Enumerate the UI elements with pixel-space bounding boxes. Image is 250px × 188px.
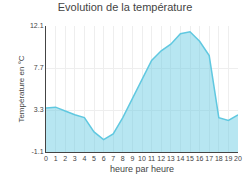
svg-text:7: 7 — [111, 155, 115, 162]
svg-text:0: 0 — [44, 155, 48, 162]
svg-text:13: 13 — [167, 155, 175, 162]
svg-text:1: 1 — [54, 155, 58, 162]
svg-text:heure par heure: heure par heure — [110, 164, 174, 174]
svg-text:3: 3 — [73, 155, 77, 162]
svg-text:3.3: 3.3 — [34, 106, 44, 113]
svg-text:2: 2 — [63, 155, 67, 162]
svg-text:7.7: 7.7 — [34, 64, 44, 71]
svg-text:11: 11 — [148, 155, 155, 162]
svg-text:12.1: 12.1 — [30, 22, 44, 29]
svg-text:9: 9 — [130, 155, 134, 162]
svg-text:Evolution de la température: Evolution de la température — [58, 1, 193, 13]
svg-text:-1.1: -1.1 — [32, 148, 44, 155]
svg-text:15: 15 — [186, 155, 194, 162]
svg-text:18: 18 — [215, 155, 223, 162]
svg-text:20: 20 — [234, 155, 242, 162]
svg-text:14: 14 — [177, 155, 185, 162]
svg-text:12: 12 — [157, 155, 165, 162]
svg-text:Température en °C: Température en °C — [17, 55, 26, 122]
svg-text:10: 10 — [138, 155, 146, 162]
svg-text:16: 16 — [196, 155, 204, 162]
svg-text:8: 8 — [121, 155, 125, 162]
svg-text:19: 19 — [225, 155, 233, 162]
svg-text:17: 17 — [205, 155, 213, 162]
svg-text:5: 5 — [92, 155, 96, 162]
svg-text:4: 4 — [82, 155, 86, 162]
svg-text:6: 6 — [102, 155, 106, 162]
